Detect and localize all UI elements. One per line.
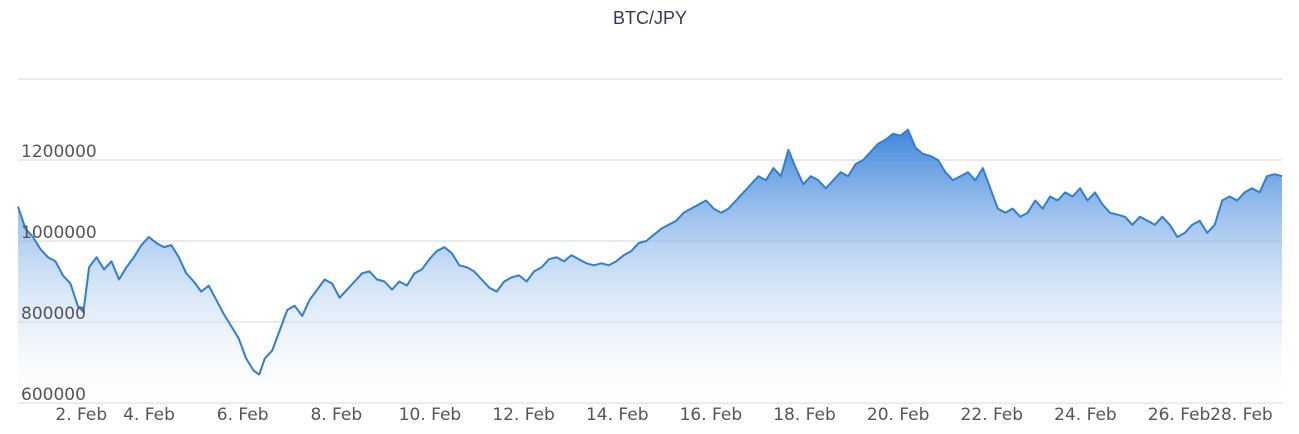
series-line (17, 128, 1283, 376)
plot-area (17, 128, 1283, 403)
chart-title: BTC/JPY (613, 8, 687, 28)
x-tick-label: 18. Feb (773, 405, 836, 425)
y-tick-label: 1000000 (21, 223, 97, 243)
series-area-fill (18, 129, 1282, 403)
x-tick-label: 24. Feb (1054, 405, 1117, 425)
y-tick-label: 800000 (21, 304, 86, 324)
x-tick-label: 8. Feb (310, 405, 362, 425)
y-axis-labels: 600000 800000 1000000 1200000 (21, 142, 97, 405)
x-tick-label: 14. Feb (586, 405, 649, 425)
x-tick-label: 4. Feb (123, 405, 175, 425)
x-tick-label: 22. Feb (961, 405, 1024, 425)
x-tick-label: 10. Feb (399, 405, 462, 425)
x-tick-label: 12. Feb (492, 405, 555, 425)
x-tick-label: 20. Feb (867, 405, 930, 425)
x-tick-label: 16. Feb (680, 405, 743, 425)
y-tick-label: 1200000 (21, 142, 97, 162)
x-tick-label: 26. Feb (1148, 405, 1211, 425)
x-axis-labels: 2. Feb 4. Feb 6. Feb 8. Feb 10. Feb 12. Feb 14… (55, 405, 1272, 425)
x-tick-label: 28. Feb (1210, 405, 1273, 425)
x-tick-label: 6. Feb (217, 405, 269, 425)
y-tick-label: 600000 (21, 385, 86, 405)
x-tick-label: 2. Feb (55, 405, 107, 425)
